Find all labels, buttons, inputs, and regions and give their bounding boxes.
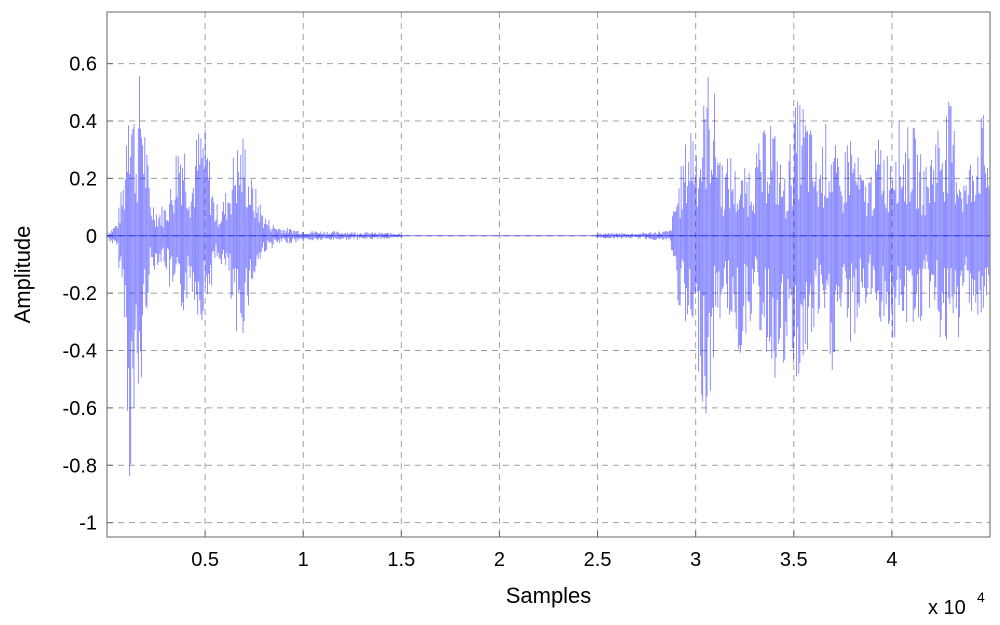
y-tick-label: -0.4 [63,341,97,363]
y-tick-labels: 0.6 0.4 0.2 0 -0.2 -0.4 -0.6 -0.8 -1 [63,54,97,535]
y-tick-label: -0.8 [63,455,97,477]
x-multiplier-base: x 10 [928,597,966,619]
y-tick-label: -0.6 [63,398,97,420]
y-tick-label: -0.2 [63,283,97,305]
x-multiplier-exponent: 4 [977,589,985,605]
y-tick-label: 0.2 [69,168,97,190]
x-axis-multiplier: x 10 [928,597,966,619]
x-tick-labels: 0.5 1 1.5 2 2.5 3 3.5 4 [191,549,897,571]
y-tick-label: 0.6 [69,54,97,76]
x-axis-label: Samples [506,583,592,608]
x-tick-label: 2 [494,549,505,571]
y-tick-label: 0.4 [69,111,97,133]
y-axis-label: Amplitude [10,226,35,324]
x-tick-label: 4 [886,549,897,571]
x-tick-label: 1 [298,549,309,571]
x-tick-label: 2.5 [584,549,612,571]
y-tick-label: 0 [86,226,97,248]
x-tick-label: 1.5 [387,549,415,571]
x-tick-label: 3 [690,549,701,571]
x-tick-label: 3.5 [780,549,808,571]
signal-waveform [106,76,991,476]
x-tick-label: 0.5 [191,549,219,571]
y-tick-label: -1 [79,513,97,535]
plot-frame [106,11,991,538]
waveform-signal [106,76,991,476]
